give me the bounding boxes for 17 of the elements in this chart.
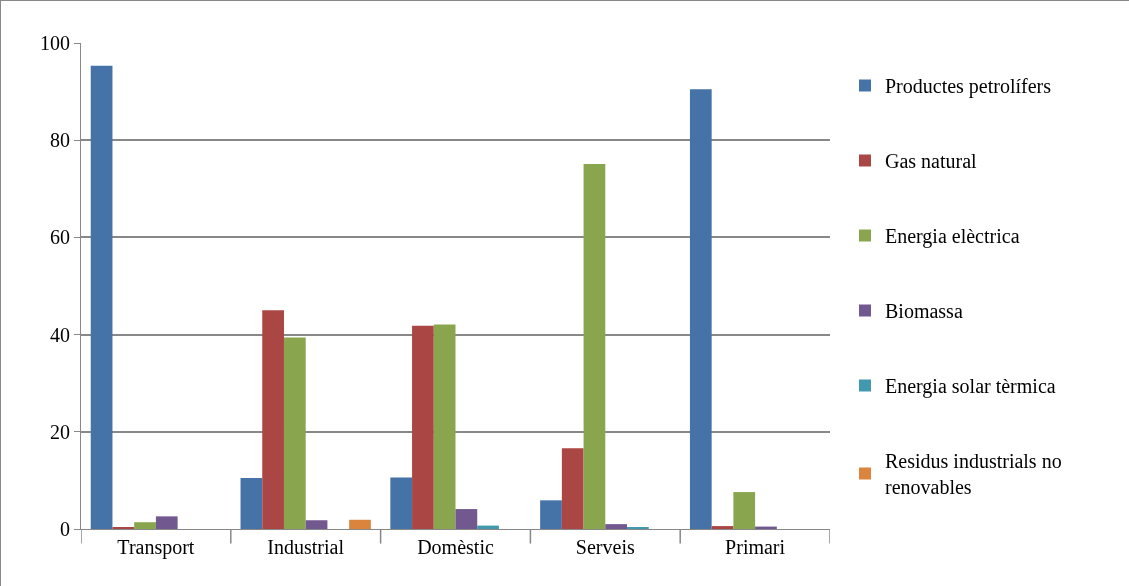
x-tick-label: Serveis (575, 536, 635, 558)
x-tick-label: Primari (725, 536, 786, 558)
y-tick-label: 20 (50, 420, 70, 443)
x-tick-label: Domèstic (417, 536, 494, 558)
y-tick-label: 0 (60, 518, 70, 540)
legend-label: Residus industrials no renovables (884, 450, 1062, 499)
legend-label: Productes petrolífers (884, 75, 1052, 99)
legend-label: Energia elèctrica (884, 225, 1020, 249)
x-tick-label: Transport (117, 536, 195, 559)
y-tick-label: 60 (50, 226, 70, 249)
legend-label: Biomassa (884, 300, 963, 323)
legend-label: Gas natural (884, 150, 978, 173)
x-tick-label: Industrial (267, 536, 345, 558)
legend-label: Energia solar tèrmica (884, 375, 1056, 399)
y-tick-label: 40 (50, 323, 70, 346)
y-tick-label: 80 (50, 129, 70, 152)
y-tick-label: 100 (40, 32, 70, 54)
